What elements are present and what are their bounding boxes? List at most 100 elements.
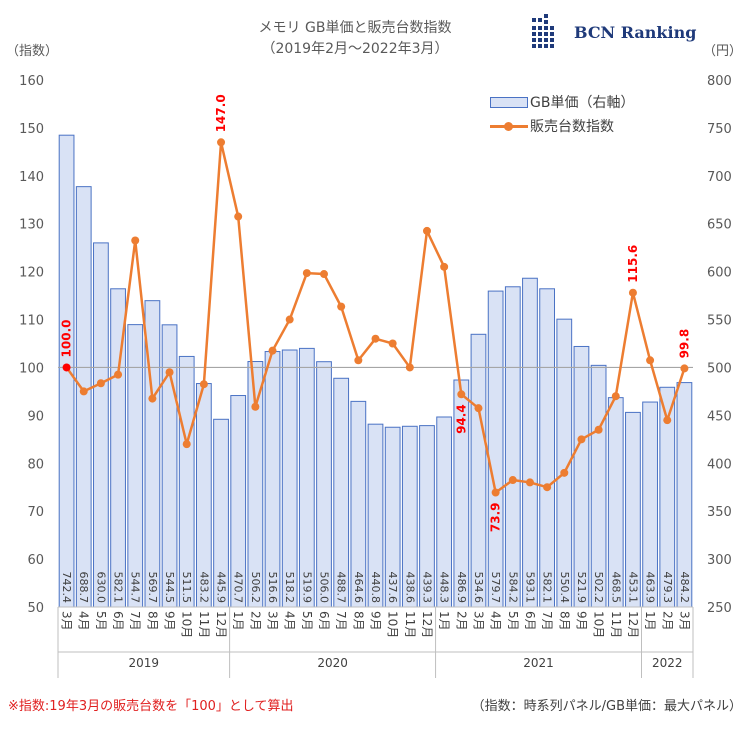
bcn-logo-icon xyxy=(532,14,554,48)
bar-value-label: 440.8 xyxy=(369,572,382,604)
month-tick-label: 10月 xyxy=(386,611,400,638)
annotation-label: 147.0 xyxy=(214,94,228,132)
bar-value-label: 502.2 xyxy=(592,572,605,604)
sales-index-point xyxy=(165,368,174,377)
bar-value-label: 486.9 xyxy=(455,572,468,604)
month-tick-label: 4月 xyxy=(283,611,297,631)
legend-line-swatch xyxy=(490,121,528,132)
bar-value-label: 511.5 xyxy=(180,572,193,604)
gb-price-bar xyxy=(75,186,92,608)
sales-index-point xyxy=(371,334,380,343)
sales-index-point xyxy=(594,425,603,434)
right-axis-tick: 650 xyxy=(707,218,732,233)
month-tick-label: 8月 xyxy=(351,611,365,631)
sales-index-point xyxy=(577,435,586,444)
bar-value-label: 439.3 xyxy=(420,572,433,604)
month-tick-label: 6月 xyxy=(111,611,125,631)
bar-value-label: 506.2 xyxy=(249,572,262,604)
bar-value-label: 463.9 xyxy=(644,572,657,604)
sales-index-point xyxy=(96,379,105,388)
left-axis-tick: 150 xyxy=(19,122,44,137)
right-axis-tick: 800 xyxy=(707,74,732,89)
sales-index-point xyxy=(508,476,517,485)
sales-index-point xyxy=(114,370,123,379)
bar-value-label: 544.7 xyxy=(129,572,142,604)
left-axis-tick: 140 xyxy=(19,170,44,185)
legend-item-gb-price: GB単価（右軸） xyxy=(490,90,634,114)
right-axis-tick: 700 xyxy=(707,170,732,185)
gb-price-bar xyxy=(93,242,109,608)
left-axis-tick: 100 xyxy=(19,361,44,376)
bar-value-label: 484.2 xyxy=(678,572,691,604)
chart-period: （2019年2月〜2022年3月） xyxy=(261,41,449,57)
month-tick-label: 4月 xyxy=(489,611,503,631)
bar-value-label: 544.5 xyxy=(163,572,176,604)
month-tick-label: 3月 xyxy=(60,611,74,631)
month-tick-label: 10月 xyxy=(592,611,606,638)
sales-index-point xyxy=(251,402,260,411)
bar-value-label: 688.7 xyxy=(77,572,90,604)
month-tick-label: 2月 xyxy=(660,611,674,631)
left-axis-tick: 70 xyxy=(27,505,44,520)
gb-price-bar xyxy=(539,288,556,608)
month-tick-label: 6月 xyxy=(523,611,537,631)
legend-item-sales-index: 販売台数指数 xyxy=(490,114,634,138)
left-axis-tick: 50 xyxy=(27,601,44,616)
right-axis-tick: 600 xyxy=(707,266,732,281)
gb-price-bar xyxy=(487,290,504,608)
annotation-label: 73.9 xyxy=(489,502,503,532)
month-tick-label: 1月 xyxy=(437,611,451,631)
gb-price-bar xyxy=(470,333,487,608)
month-tick-label: 7月 xyxy=(540,611,554,631)
sales-index-point xyxy=(525,478,534,487)
month-tick-label: 8月 xyxy=(145,611,159,631)
source-note: （指数：時系列パネル/GB単価：最大パネル） xyxy=(471,699,742,714)
sales-index-point xyxy=(440,262,449,271)
bar-value-label: 550.4 xyxy=(558,572,571,604)
bar-value-label: 437.6 xyxy=(386,572,399,604)
month-tick-label: 5月 xyxy=(94,611,108,631)
sales-index-point xyxy=(646,356,655,365)
sales-index-point xyxy=(302,269,311,278)
bar-value-label: 630.0 xyxy=(94,572,107,604)
legend-label-gb-price: GB単価（右軸） xyxy=(530,95,635,111)
sales-index-point xyxy=(560,468,569,477)
left-axis-tick: 160 xyxy=(19,74,44,89)
month-tick-label: 11月 xyxy=(609,611,623,638)
sales-index-point xyxy=(422,226,431,235)
month-tick-label: 7月 xyxy=(128,611,142,631)
legend-bar-swatch xyxy=(490,96,528,108)
right-axis-unit: （円） xyxy=(702,44,742,59)
bar-value-label: 516.6 xyxy=(266,572,279,604)
footnote: ※指数:19年3月の販売台数を「100」として算出 xyxy=(8,699,294,714)
month-tick-label: 9月 xyxy=(574,611,588,631)
bar-value-label: 453.1 xyxy=(626,572,639,604)
bar-value-label: 593.1 xyxy=(523,572,536,604)
annotation-label: 100.0 xyxy=(60,319,74,357)
annotation-label: 94.4 xyxy=(454,404,468,434)
sales-index-point xyxy=(611,392,620,401)
sales-index-point xyxy=(457,390,466,399)
chart-legend: GB単価（右軸） 販売台数指数 xyxy=(490,90,634,138)
month-tick-label: 11月 xyxy=(403,611,417,638)
month-tick-label: 5月 xyxy=(300,611,314,631)
sales-index-point xyxy=(79,387,88,396)
gb-price-bar xyxy=(504,286,521,608)
sales-index-point xyxy=(680,364,689,373)
gb-price-bar xyxy=(264,351,281,608)
left-axis-tick: 80 xyxy=(27,457,44,472)
month-tick-label: 3月 xyxy=(471,611,485,631)
gb-price-bar xyxy=(281,349,298,608)
month-tick-label: 2月 xyxy=(248,611,262,631)
bar-value-label: 569.7 xyxy=(146,572,159,604)
bcn-logo: BCN Ranking xyxy=(530,14,730,54)
right-axis-tick: 400 xyxy=(707,457,732,472)
bar-value-label: 534.6 xyxy=(472,572,485,604)
month-tick-label: 12月 xyxy=(420,611,434,638)
sales-index-point xyxy=(217,138,226,147)
gb-price-bar xyxy=(522,277,538,608)
month-tick-label: 8月 xyxy=(557,611,571,631)
bar-value-label: 464.6 xyxy=(352,572,365,604)
bar-value-label: 479.3 xyxy=(661,572,674,604)
